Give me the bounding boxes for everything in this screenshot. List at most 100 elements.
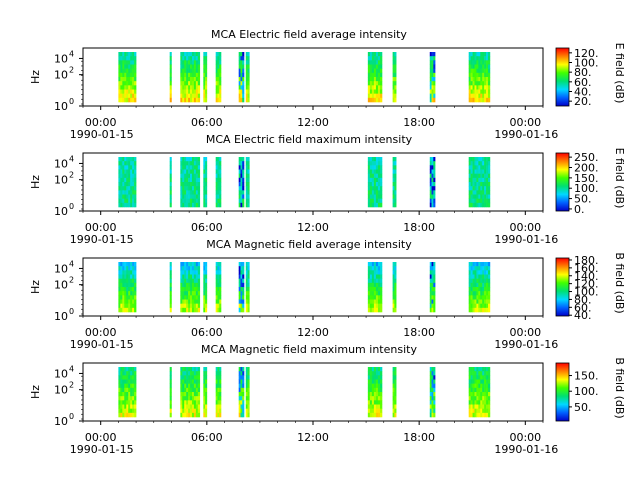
spectrogram-cell	[470, 262, 473, 267]
spectrogram-cell	[186, 278, 189, 284]
spectrogram-cell	[394, 375, 397, 380]
spectrogram-cell	[476, 81, 479, 86]
spectrogram-cell	[217, 85, 220, 90]
spectrogram-cell	[377, 72, 381, 78]
spectrogram-cell	[180, 194, 183, 199]
spectrogram-cell	[429, 307, 432, 313]
spectrogram-cell	[373, 157, 377, 162]
spectrogram-cell	[369, 274, 373, 279]
spectrogram-cell	[132, 72, 135, 78]
spectrogram-cell	[431, 161, 434, 166]
spectrogram-cell	[193, 396, 197, 401]
spectrogram-cell	[433, 270, 436, 275]
spectrogram-cell	[482, 173, 485, 179]
spectrogram-cell	[429, 93, 432, 99]
spectrogram-cell	[431, 60, 434, 65]
spectrogram-cell	[369, 270, 373, 275]
spectrogram-cell	[486, 404, 489, 409]
spectrogram-cell	[369, 379, 373, 384]
spectrogram-cell	[169, 387, 172, 393]
spectrogram-cell	[373, 198, 377, 204]
spectrogram-cell	[124, 412, 127, 418]
spectrogram-cell	[433, 387, 436, 393]
spectrogram-cell	[474, 295, 477, 300]
spectrogram-cell	[486, 198, 489, 204]
spectrogram-cell	[182, 270, 185, 275]
spectrogram-cell	[193, 198, 197, 204]
spectrogram-cell	[184, 299, 187, 304]
spectrogram-cell	[118, 291, 121, 296]
spectrogram-cell	[367, 161, 371, 166]
spectrogram-cell	[369, 77, 373, 82]
spectrogram-cell	[367, 194, 371, 199]
spectrogram-cell	[195, 274, 199, 279]
spectrogram-cell	[219, 190, 222, 195]
spectrogram-cell	[482, 198, 485, 204]
spectrogram-cell	[433, 60, 436, 65]
spectrogram-cell	[394, 64, 397, 69]
spectrogram-cell	[474, 274, 477, 279]
spectrogram-cell	[470, 400, 473, 405]
spectrogram-cell	[242, 396, 245, 401]
spectrogram-cell	[132, 169, 135, 174]
spectrogram-cell	[197, 182, 201, 187]
spectrogram-cell	[188, 291, 191, 296]
spectrogram-cell	[433, 72, 436, 78]
spectrogram-cell	[128, 68, 131, 74]
spectrogram-cell	[195, 177, 199, 183]
spectrogram-cell	[118, 408, 121, 414]
spectrogram-cell	[217, 387, 220, 393]
spectrogram-cell	[188, 282, 191, 288]
spectrogram-cell	[468, 278, 471, 284]
spectrogram-cell	[126, 198, 129, 204]
spectrogram-cell	[429, 194, 432, 199]
spectrogram-cell	[184, 198, 187, 204]
spectrogram-cell	[184, 266, 187, 271]
spectrogram-cell	[373, 367, 377, 372]
spectrogram-cell	[195, 404, 199, 409]
spectrogram-cell	[394, 404, 397, 409]
spectrogram-cell	[188, 198, 191, 204]
spectrogram-cell	[242, 93, 245, 99]
spectrogram-cell	[188, 60, 191, 65]
spectrogram-cell	[128, 412, 131, 418]
spectrogram-cell	[188, 93, 191, 99]
spectrogram-cell	[487, 387, 491, 393]
spectrogram-cell	[122, 282, 125, 288]
spectrogram-cell	[433, 194, 436, 199]
spectrogram-cell	[193, 202, 197, 208]
spectrogram-cell	[195, 64, 199, 69]
spectrogram-cell	[217, 408, 220, 414]
spectrogram-cell	[484, 56, 487, 61]
colorbar-label: E field (dB)	[613, 148, 626, 209]
spectrogram-cell	[486, 400, 489, 405]
spectrogram-cell	[205, 77, 208, 82]
spectrogram-cell	[240, 291, 243, 296]
spectrogram-cell	[122, 165, 125, 170]
spectrogram-cell	[188, 169, 191, 174]
spectrogram-cell	[197, 278, 201, 284]
spectrogram-cell	[219, 396, 222, 401]
spectrogram-cell	[429, 60, 432, 65]
spectrogram-cell	[180, 262, 183, 267]
spectrogram-cell	[468, 93, 471, 99]
spectrogram-cell	[482, 379, 485, 384]
spectrogram-cell	[379, 412, 383, 418]
spectrogram-cell	[184, 278, 187, 284]
spectrogram-cell	[375, 392, 379, 397]
spectrogram-cell	[245, 367, 248, 372]
spectrogram-cell	[191, 367, 195, 372]
spectrogram-cell	[392, 190, 395, 195]
spectrogram-cell	[130, 77, 133, 82]
spectrogram-cell	[169, 400, 172, 405]
spectrogram-cell	[120, 404, 123, 409]
spectrogram-cell	[482, 412, 485, 418]
spectrogram-cell	[180, 307, 183, 313]
spectrogram-cell	[245, 392, 248, 397]
spectrogram-cell	[190, 93, 193, 99]
spectrogram-cell	[169, 404, 172, 409]
spectrogram-cell	[193, 379, 197, 384]
spectrogram-cell	[484, 396, 487, 401]
spectrogram-cell	[188, 387, 191, 393]
spectrogram-cell	[373, 68, 377, 74]
